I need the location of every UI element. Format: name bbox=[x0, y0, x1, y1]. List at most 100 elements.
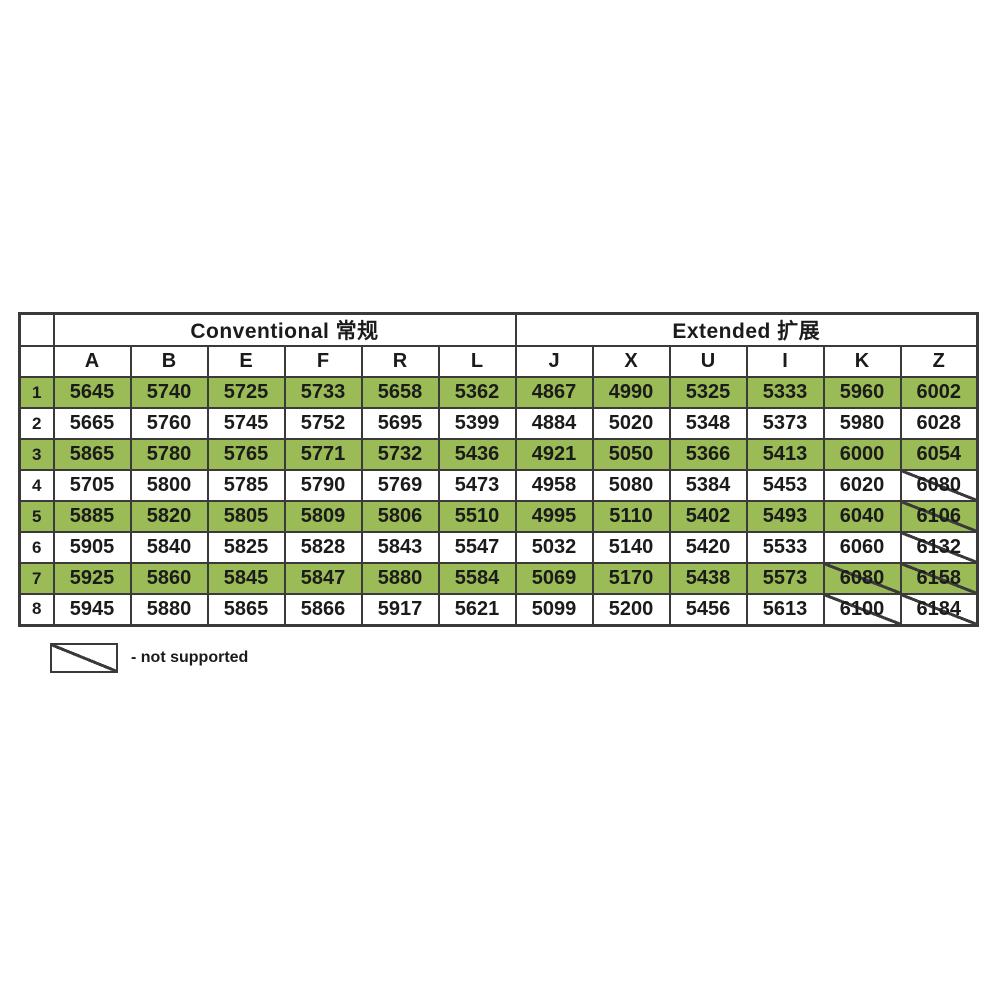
cell-a3: 5865 bbox=[52, 438, 132, 471]
cell-l6: 5547 bbox=[437, 531, 517, 564]
cell-i7: 5573 bbox=[745, 562, 825, 595]
cell-l4: 5473 bbox=[437, 469, 517, 502]
corner-cell-top bbox=[18, 312, 55, 347]
column-header-z: Z bbox=[899, 345, 979, 378]
table-row-4: 4 5705 5800 5785 5790 5769 5473 4958 5080 5384 545… bbox=[18, 469, 979, 502]
cell-e4: 5785 bbox=[206, 469, 286, 502]
cell-f4: 5790 bbox=[283, 469, 363, 502]
cell-f7: 5847 bbox=[283, 562, 363, 595]
cell-r4: 5769 bbox=[360, 469, 440, 502]
cell-e6: 5825 bbox=[206, 531, 286, 564]
cell-e8: 5865 bbox=[206, 593, 286, 626]
group-header-row: Conventional 常规 Extended 扩展 bbox=[18, 312, 979, 347]
group-header-conventional: Conventional 常规 bbox=[52, 312, 517, 347]
corner-cell-bottom bbox=[18, 345, 55, 378]
cell-i3: 5413 bbox=[745, 438, 825, 471]
cell-e2: 5745 bbox=[206, 407, 286, 440]
table-row-6: 6 5905 5840 5825 5828 5843 5547 5032 5140 5420 553… bbox=[18, 531, 979, 564]
cell-j3: 4921 bbox=[514, 438, 594, 471]
cell-z1: 6002 bbox=[899, 376, 979, 409]
cell-x4: 5080 bbox=[591, 469, 671, 502]
column-header-f: F bbox=[283, 345, 363, 378]
cell-u7: 5438 bbox=[668, 562, 748, 595]
cell-a6: 5905 bbox=[52, 531, 132, 564]
row-label-8: 8 bbox=[18, 593, 55, 626]
column-header-j: J bbox=[514, 345, 594, 378]
cell-r1: 5658 bbox=[360, 376, 440, 409]
cell-l3: 5436 bbox=[437, 438, 517, 471]
cell-i2: 5373 bbox=[745, 407, 825, 440]
column-header-e: E bbox=[206, 345, 286, 378]
column-header-i: I bbox=[745, 345, 825, 378]
cell-b1: 5740 bbox=[129, 376, 209, 409]
cell-u2: 5348 bbox=[668, 407, 748, 440]
cell-z3: 6054 bbox=[899, 438, 979, 471]
cell-b6: 5840 bbox=[129, 531, 209, 564]
cell-j6: 5032 bbox=[514, 531, 594, 564]
cell-r8: 5917 bbox=[360, 593, 440, 626]
cell-u3: 5366 bbox=[668, 438, 748, 471]
cell-a4: 5705 bbox=[52, 469, 132, 502]
cell-f1: 5733 bbox=[283, 376, 363, 409]
cell-x1: 4990 bbox=[591, 376, 671, 409]
cell-x8: 5200 bbox=[591, 593, 671, 626]
cell-b8: 5880 bbox=[129, 593, 209, 626]
cell-z4: 6080 bbox=[899, 469, 979, 502]
cell-k1: 5960 bbox=[822, 376, 902, 409]
cell-x6: 5140 bbox=[591, 531, 671, 564]
cell-b7: 5860 bbox=[129, 562, 209, 595]
table-row-5: 5 5885 5820 5805 5809 5806 5510 4995 5110 5402 549… bbox=[18, 500, 979, 533]
cell-e3: 5765 bbox=[206, 438, 286, 471]
cell-j7: 5069 bbox=[514, 562, 594, 595]
column-header-a: A bbox=[52, 345, 132, 378]
row-label-4: 4 bbox=[18, 469, 55, 502]
cell-i1: 5333 bbox=[745, 376, 825, 409]
column-header-k: K bbox=[822, 345, 902, 378]
cell-k5: 6040 bbox=[822, 500, 902, 533]
cell-k2: 5980 bbox=[822, 407, 902, 440]
cell-b5: 5820 bbox=[129, 500, 209, 533]
cell-l8: 5621 bbox=[437, 593, 517, 626]
cell-x3: 5050 bbox=[591, 438, 671, 471]
cell-f2: 5752 bbox=[283, 407, 363, 440]
cell-b4: 5800 bbox=[129, 469, 209, 502]
cell-r6: 5843 bbox=[360, 531, 440, 564]
column-header-l: L bbox=[437, 345, 517, 378]
row-label-7: 7 bbox=[18, 562, 55, 595]
cell-z7: 6158 bbox=[899, 562, 979, 595]
row-label-5: 5 bbox=[18, 500, 55, 533]
cell-z8: 6184 bbox=[899, 593, 979, 626]
cell-j4: 4958 bbox=[514, 469, 594, 502]
cell-e7: 5845 bbox=[206, 562, 286, 595]
cell-r3: 5732 bbox=[360, 438, 440, 471]
cell-b3: 5780 bbox=[129, 438, 209, 471]
cell-x7: 5170 bbox=[591, 562, 671, 595]
table-row-3: 3 5865 5780 5765 5771 5732 5436 4921 5050 5366 541… bbox=[18, 438, 979, 471]
cell-k6: 6060 bbox=[822, 531, 902, 564]
cell-z6: 6132 bbox=[899, 531, 979, 564]
cell-u6: 5420 bbox=[668, 531, 748, 564]
cell-f6: 5828 bbox=[283, 531, 363, 564]
cell-u5: 5402 bbox=[668, 500, 748, 533]
cell-i6: 5533 bbox=[745, 531, 825, 564]
cell-a2: 5665 bbox=[52, 407, 132, 440]
cell-j5: 4995 bbox=[514, 500, 594, 533]
cell-r5: 5806 bbox=[360, 500, 440, 533]
column-header-r: R bbox=[360, 345, 440, 378]
cell-j2: 4884 bbox=[514, 407, 594, 440]
legend-label: - not supported bbox=[131, 649, 249, 666]
cell-r7: 5880 bbox=[360, 562, 440, 595]
cell-a1: 5645 bbox=[52, 376, 132, 409]
cell-f5: 5809 bbox=[283, 500, 363, 533]
table-row-8: 8 5945 5880 5865 5866 5917 5621 5099 5200 5456 561… bbox=[18, 593, 979, 626]
cell-k3: 6000 bbox=[822, 438, 902, 471]
cell-l2: 5399 bbox=[437, 407, 517, 440]
cell-l7: 5584 bbox=[437, 562, 517, 595]
row-label-2: 2 bbox=[18, 407, 55, 440]
cell-e1: 5725 bbox=[206, 376, 286, 409]
cell-j8: 5099 bbox=[514, 593, 594, 626]
row-label-3: 3 bbox=[18, 438, 55, 471]
